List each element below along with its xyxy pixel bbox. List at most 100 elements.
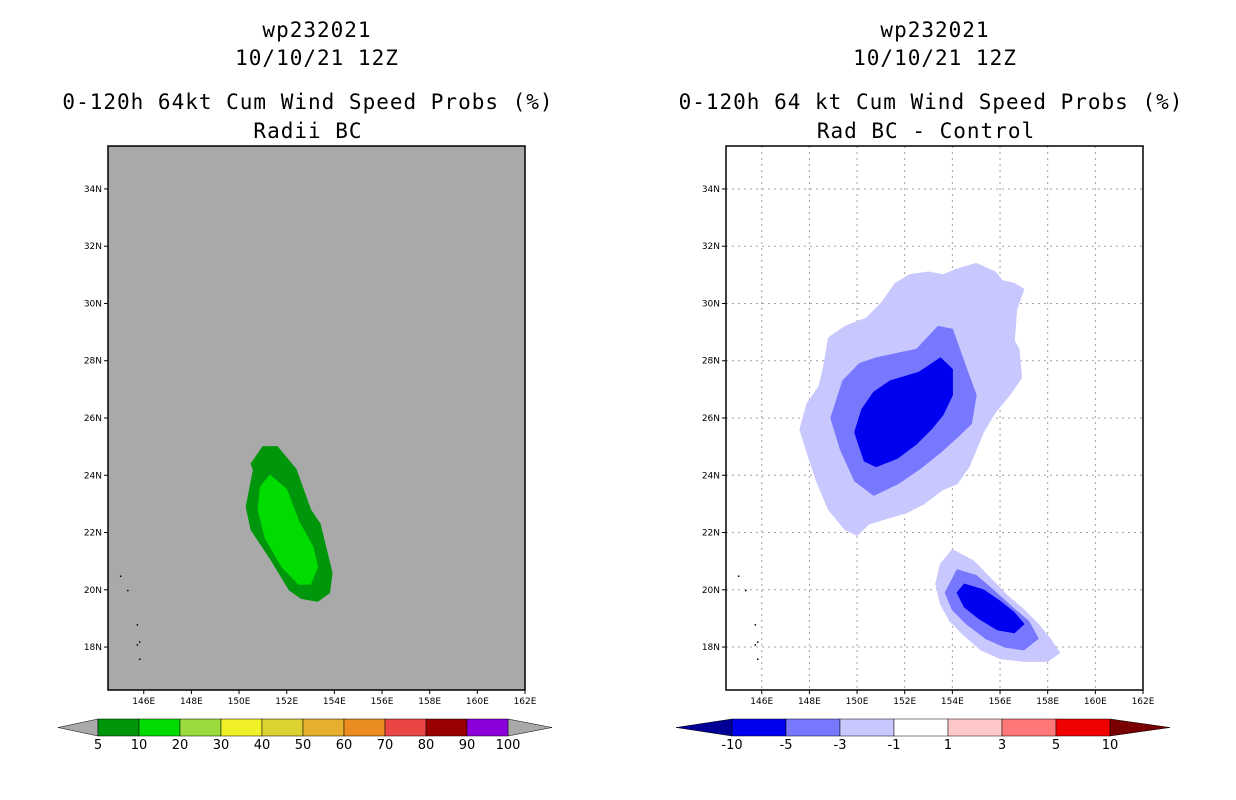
island-marker	[754, 624, 757, 626]
colorbar-swatch	[785, 718, 841, 737]
colorbar-swatch	[220, 718, 263, 737]
panel-right: 146E 148E 150E 152E 154E 156E 158E 160E 162E 18N 2…	[675, 145, 1171, 753]
y-tick-label: 34N	[84, 185, 102, 195]
y-tick-label: 20N	[702, 586, 720, 596]
y-tick-label: 22N	[702, 529, 720, 539]
colorbar-right-triangle	[1109, 718, 1171, 737]
colorbar-label: 100	[496, 738, 521, 753]
y-tick-label: 20N	[84, 586, 102, 596]
right-chart-subtitle: Rad BC - Control	[816, 119, 1036, 143]
island-marker	[136, 624, 139, 626]
colorbar-label: -10	[721, 738, 742, 753]
x-tick-label: 162E	[514, 697, 537, 707]
contour-10	[257, 474, 319, 585]
colorbar-swatch	[1055, 718, 1111, 737]
colorbar-swatch	[839, 718, 895, 737]
x-tick-label: 150E	[846, 697, 869, 707]
colorbar-label: 30	[213, 738, 230, 753]
x-tick-label: 154E	[941, 697, 964, 707]
island-marker	[119, 575, 122, 577]
island-marker	[136, 644, 139, 646]
colorbar-left-triangle	[57, 718, 99, 737]
colorbar-swatch	[947, 718, 1003, 737]
x-tick-label: 148E	[798, 697, 821, 707]
x-tick-label: 152E	[275, 697, 298, 707]
y-tick-label: 28N	[702, 357, 720, 367]
colorbar-label: 1	[944, 738, 952, 753]
island-marker	[138, 641, 141, 643]
right-chart-title: 0-120h 64 kt Cum Wind Speed Probs (%)	[678, 90, 1184, 114]
left-chart-title: 0-120h 64kt Cum Wind Speed Probs (%)	[62, 90, 554, 114]
colorbar-swatch	[466, 718, 509, 737]
colorbar-label: 40	[254, 738, 271, 753]
colorbar-label: 90	[459, 738, 476, 753]
y-tick-label: 26N	[84, 414, 102, 424]
y-tick-label: 32N	[702, 242, 720, 252]
colorbar-swatch	[179, 718, 222, 737]
contour--5	[956, 583, 1025, 634]
colorbar-label: 5	[1052, 738, 1060, 753]
colorbar-label: -5	[780, 738, 793, 753]
y-tick-label: 30N	[84, 299, 102, 309]
y-tick-label: 18N	[702, 643, 720, 653]
island-marker	[756, 658, 759, 661]
x-tick-label: 160E	[1084, 697, 1107, 707]
colorbar-swatch	[731, 718, 787, 737]
left-storm-id: wp232021	[262, 18, 372, 42]
colorbar-label: 10	[131, 738, 148, 753]
colorbar-label: 3	[998, 738, 1006, 753]
y-tick-label: 18N	[84, 643, 102, 653]
colorbar: 5 10 20 30 40 50 60 70 80 90 100	[57, 718, 553, 753]
island-marker	[138, 658, 141, 661]
colorbar-label: 5	[94, 738, 102, 753]
x-tick-label: 146E	[750, 697, 773, 707]
y-tick-label: 24N	[84, 471, 102, 481]
right-datetime: 10/10/21 12Z	[853, 46, 1017, 70]
island-marker	[127, 589, 129, 592]
y-tick-label: 24N	[702, 471, 720, 481]
colorbar: -10 -5 -3 -1 1 3 5 10	[675, 718, 1171, 753]
colorbar-label: 50	[295, 738, 312, 753]
left-chart-subtitle: Radii BC	[253, 119, 363, 143]
x-tick-label: 152E	[893, 697, 916, 707]
y-tick-label: 28N	[84, 357, 102, 367]
x-tick-label: 146E	[132, 697, 155, 707]
y-tick-label: 34N	[702, 185, 720, 195]
colorbar-swatch	[425, 718, 468, 737]
colorbar-swatch	[138, 718, 181, 737]
colorbar-swatch	[1001, 718, 1057, 737]
y-tick-label: 32N	[84, 242, 102, 252]
x-tick-label: 150E	[228, 697, 251, 707]
x-tick-label: 148E	[180, 697, 203, 707]
colorbar-label: 60	[336, 738, 353, 753]
x-tick-label: 158E	[1036, 697, 1059, 707]
colorbar-swatch	[97, 718, 140, 737]
colorbar-label: 10	[1102, 738, 1119, 753]
colorbar-swatch	[343, 718, 386, 737]
panel-left: 146E 148E 150E 152E 154E 156E 158E 160E 162E 18N 2…	[57, 145, 553, 753]
colorbar-swatch	[302, 718, 345, 737]
island-marker	[754, 644, 757, 646]
y-tick-label: 30N	[702, 299, 720, 309]
island-marker	[756, 641, 759, 643]
colorbar-label: 70	[377, 738, 394, 753]
plot-background	[108, 146, 525, 690]
x-tick-label: 162E	[1132, 697, 1155, 707]
colorbar-label: -1	[888, 738, 901, 753]
colorbar-right-triangle	[507, 718, 553, 737]
right-storm-id: wp232021	[880, 18, 990, 42]
x-tick-label: 156E	[989, 697, 1012, 707]
island-marker	[745, 589, 747, 592]
colorbar-label: 80	[418, 738, 435, 753]
island-marker	[737, 575, 740, 577]
colorbar-swatch	[893, 718, 949, 737]
x-tick-label: 156E	[371, 697, 394, 707]
x-tick-label: 160E	[466, 697, 489, 707]
colorbar-label: -3	[834, 738, 847, 753]
contour--5	[854, 357, 953, 468]
y-tick-label: 26N	[702, 414, 720, 424]
colorbar-label: 20	[172, 738, 189, 753]
x-tick-label: 154E	[323, 697, 346, 707]
colorbar-swatch	[384, 718, 427, 737]
